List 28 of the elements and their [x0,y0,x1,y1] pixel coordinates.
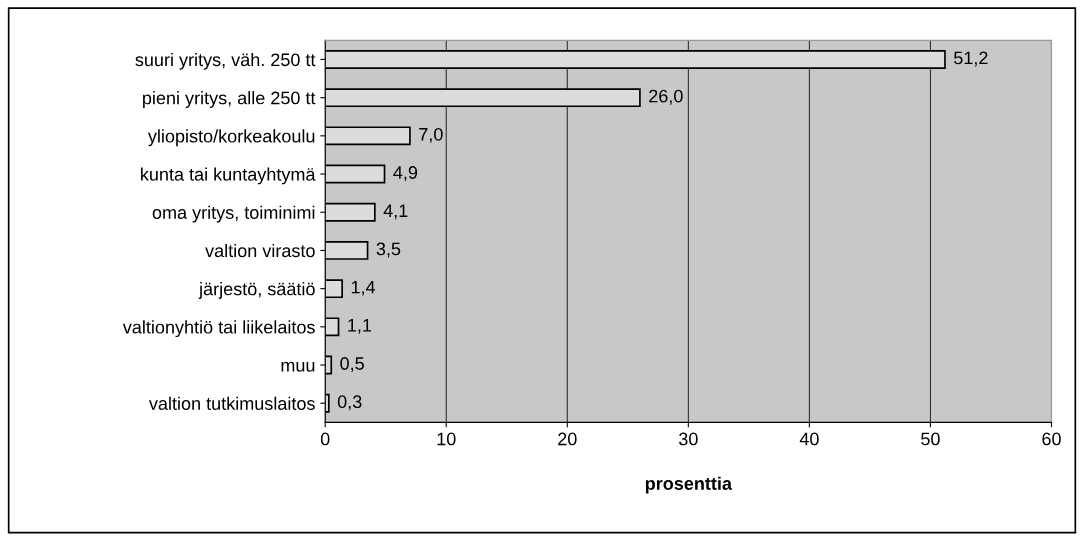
y-tick-label: suuri yritys, väh. 250 tt [135,52,316,70]
x-tick-label: 20 [558,432,577,446]
x-axis-title: prosenttia [645,476,733,494]
data-label: 0,5 [340,357,364,373]
x-tick-label: 40 [799,432,819,446]
x-tick-label: 50 [921,432,940,446]
data-label: 7,0 [419,127,443,143]
y-tick-label: valtionyhtiö tai liikelaitos [122,320,315,338]
y-tick-label: valtion tutkimuslaitos [148,396,315,410]
y-tick-label: muu [281,361,315,372]
y-tick-label: valtion virasto [205,243,315,258]
x-tick-label: 60 [1042,432,1061,446]
data-label: 1,4 [351,280,376,296]
data-label: 3,5 [376,242,401,258]
y-tick-label: kunta tai kuntayhtymä [141,167,316,185]
data-label: 0,3 [337,395,362,411]
data-label: 1,1 [348,319,372,334]
data-label: 4,9 [393,166,418,182]
data-label: 26,0 [649,89,683,105]
x-tick-label: 10 [437,432,456,446]
data-label: 4,1 [383,204,408,220]
x-tick-label: 0 [320,432,330,446]
y-tick-label: järjestö, säätiö [198,282,315,299]
y-tick-label: oma yritys, toiminimi [152,205,315,223]
x-tick-label: 30 [678,432,698,446]
y-tick-label: yliopisto/korkeakoulu [147,129,315,147]
y-tick-label: pieni yritys, alle 250 tt [143,91,316,108]
data-label: 51,2 [954,51,988,67]
